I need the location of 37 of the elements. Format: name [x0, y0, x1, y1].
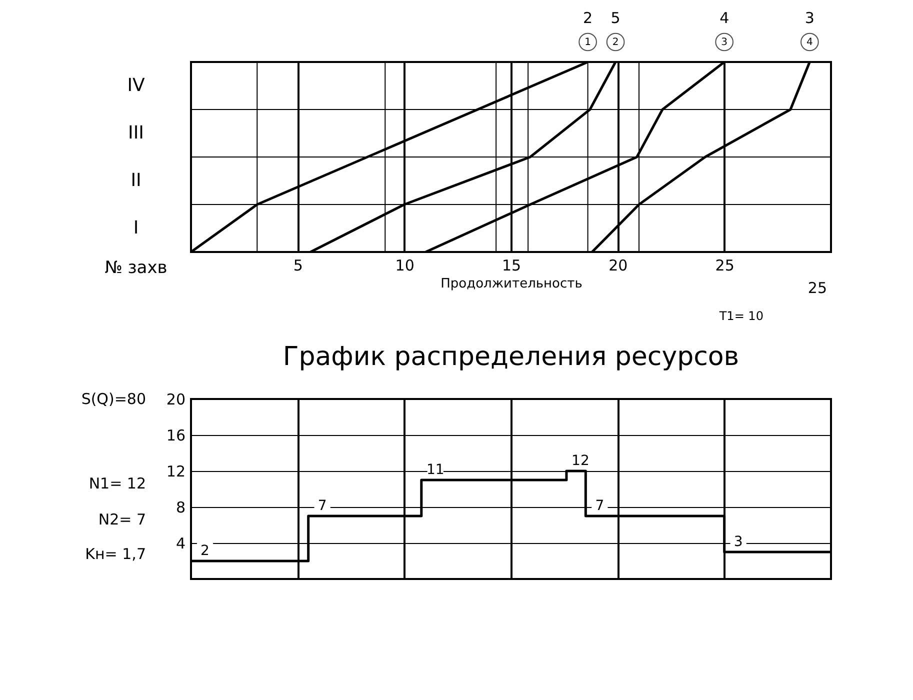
data-label: 7: [318, 498, 327, 514]
data-label: 12: [572, 453, 590, 469]
data-label: 3: [734, 534, 743, 550]
text: 25: [808, 279, 827, 297]
text: N2= 7: [98, 510, 146, 529]
series-label: 3: [721, 37, 728, 48]
data-label: 2: [200, 543, 210, 559]
x-tick-label: 25: [715, 256, 734, 274]
annotation: 5: [610, 9, 620, 27]
chart-title: График распределения ресурсов: [282, 342, 740, 372]
x-tick-label: 15: [502, 256, 522, 274]
annotation: 4: [720, 9, 730, 27]
text: I: [133, 217, 139, 238]
series-label: 2: [612, 37, 619, 48]
series-label: 4: [806, 37, 813, 48]
y-tick-label: 20: [166, 390, 186, 408]
x-tick-label: 5: [293, 256, 303, 274]
text: S(Q)=80: [81, 390, 146, 408]
data-label: 7: [595, 498, 604, 514]
x-axis-title: Продолжительность: [440, 276, 582, 292]
text: III: [128, 122, 144, 144]
y-tick-label: 8: [176, 498, 186, 516]
y-tick-label: 12: [166, 462, 186, 480]
x-tick-label: 20: [608, 256, 628, 274]
x-tick-label: 10: [395, 256, 414, 274]
annotation: 2: [583, 9, 593, 27]
text: N1= 12: [88, 474, 146, 493]
text: Kн= 1,7: [85, 544, 146, 563]
text: IV: [127, 74, 146, 96]
text: II: [130, 170, 142, 191]
legend-label: 1: [584, 37, 591, 48]
y-tick-label: 4: [176, 534, 186, 552]
text: № захв: [104, 258, 168, 278]
data-label: 11: [426, 462, 444, 478]
text: T1= 10: [718, 309, 764, 323]
y-tick-label: 16: [166, 426, 186, 444]
annotation: 3: [804, 9, 814, 27]
